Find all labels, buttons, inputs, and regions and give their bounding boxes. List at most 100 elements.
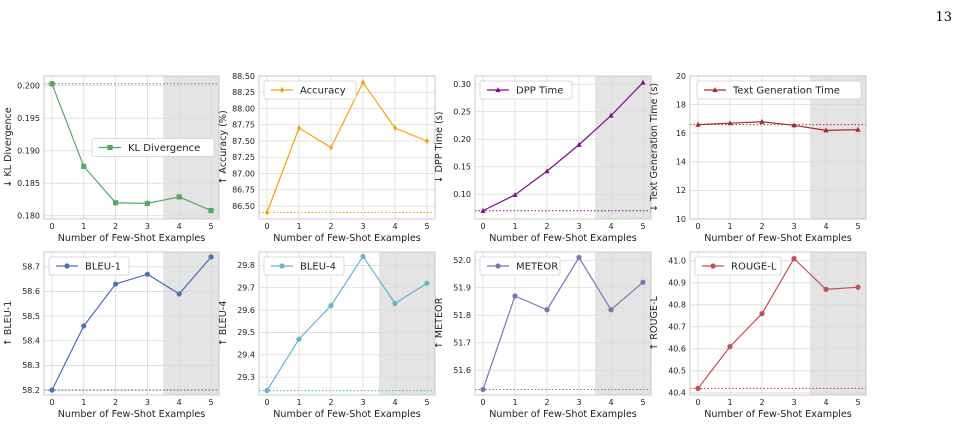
y-tick-label: 87.50 [232, 137, 255, 146]
data-point [112, 281, 119, 287]
y-tick-label: 51.6 [453, 366, 471, 375]
x-tick-label: 2 [113, 222, 118, 231]
x-tick-label: 3 [791, 398, 796, 407]
y-tick-label: 29.6 [237, 306, 255, 315]
data-point [759, 118, 765, 124]
y-tick-label: 0.195 [17, 114, 40, 123]
chart-panel-3: 0 1 2 3 4 5 0.10 0.15 0.20 0.25 0.30 Number of Few-… [434, 75, 652, 244]
y-tick-label: 87.25 [232, 153, 255, 162]
x-tick-label: 0 [264, 222, 269, 231]
y-tick-label: 29.7 [237, 284, 255, 293]
x-tick-label: 1 [512, 222, 517, 231]
shaded-region [163, 252, 219, 395]
legend-marker [495, 87, 501, 93]
y-tick-label: 40.7 [668, 323, 686, 332]
y-tick-label: 12 [676, 186, 686, 195]
legend-box [479, 80, 573, 100]
x-tick-label: 2 [759, 398, 764, 407]
x-tick-label: 4 [177, 222, 182, 231]
data-point [264, 209, 270, 216]
x-tick-label: 0 [49, 222, 54, 231]
y-tick-label: 0.190 [17, 147, 40, 156]
y-tick-label: 51.8 [453, 311, 471, 320]
x-tick-label: 1 [81, 222, 86, 231]
series-line [482, 256, 644, 390]
y-axis-label: ↑ ROUGE-L [649, 296, 660, 351]
y-tick-label: 58.4 [22, 337, 40, 346]
data-point [855, 284, 861, 290]
x-tick-label: 4 [823, 398, 828, 407]
data-point [823, 286, 829, 292]
data-point [727, 120, 733, 126]
x-tick-label: 1 [296, 398, 301, 407]
y-tick-label: 58.7 [22, 263, 40, 272]
legend-box [263, 256, 345, 276]
chart-panel-2: 0 1 2 3 4 5 86.50 86.75 87.00 87.25 87.50 87.75 88.0… [218, 72, 436, 244]
data-point [144, 200, 151, 206]
x-tick-label: 1 [296, 222, 301, 231]
legend: BLEU-4 [263, 256, 345, 276]
x-tick-label: 2 [113, 398, 118, 407]
plot-frame [43, 251, 220, 396]
y-tick-label: 88.00 [232, 104, 255, 113]
x-tick-label: 2 [544, 222, 549, 231]
y-tick-label: 88.50 [232, 72, 255, 81]
legend-marker [107, 144, 113, 151]
y-tick-label: 58.3 [22, 361, 40, 370]
y-tick-label: 29.4 [237, 351, 255, 360]
x-axis-label: Number of Few-Shot Examples [704, 233, 852, 244]
x-tick-label: 3 [791, 222, 796, 231]
legend: Text Generation Time [696, 80, 862, 100]
x-tick-label: 4 [608, 398, 613, 407]
x-tick-label: 4 [392, 222, 397, 231]
data-point [608, 112, 614, 118]
plot-frame [689, 75, 867, 220]
y-tick-label: 0.30 [453, 80, 471, 89]
y-tick-label: 0.20 [453, 135, 471, 144]
page-number: 13 [935, 10, 952, 25]
legend-box [91, 138, 215, 157]
data-point [576, 254, 582, 261]
legend-marker [712, 87, 718, 93]
data-point [695, 385, 701, 391]
x-tick-label: 3 [360, 398, 365, 407]
legend-label: Accuracy [300, 86, 346, 97]
plot-frame [258, 75, 436, 220]
data-point [49, 81, 55, 87]
y-tick-label: 10 [676, 215, 686, 224]
plot-frame [474, 75, 652, 220]
y-tick-label: 40.9 [668, 279, 686, 288]
series-line [51, 256, 212, 391]
y-tick-label: 29.5 [237, 328, 255, 337]
series-line [697, 121, 859, 131]
data-point [640, 79, 646, 85]
chart-panel-5: 0 1 2 3 4 5 58.2 58.3 58.4 58.5 58.6 58.7 Number of … [3, 251, 220, 420]
y-tick-label: 40.4 [668, 389, 686, 398]
y-tick-label: 0.180 [17, 212, 40, 221]
x-tick-label: 5 [424, 398, 429, 407]
data-point [176, 291, 182, 297]
data-point [608, 307, 614, 313]
data-point [823, 127, 829, 133]
data-point [512, 293, 518, 299]
x-tick-label: 2 [328, 398, 333, 407]
data-point [640, 279, 646, 285]
plot-frame [258, 251, 436, 396]
series-line [266, 81, 428, 213]
data-point [264, 387, 270, 394]
y-tick-label: 51.9 [453, 284, 471, 293]
y-tick-label: 86.75 [232, 186, 255, 195]
legend-box [479, 256, 561, 276]
y-axis-label: ↑ METEOR [434, 297, 445, 349]
x-tick-label: 2 [328, 222, 333, 231]
y-tick-label: 29.3 [237, 373, 255, 382]
legend-marker [279, 263, 285, 269]
plot-frame [474, 251, 652, 396]
y-axis-label: ↓ KL Divergence [3, 107, 14, 188]
y-axis-label: ↓ DPP Time (s) [434, 111, 445, 183]
data-point [208, 207, 214, 214]
data-point [512, 191, 518, 197]
legend: ROUGE-L [694, 256, 782, 276]
data-point [208, 254, 214, 260]
